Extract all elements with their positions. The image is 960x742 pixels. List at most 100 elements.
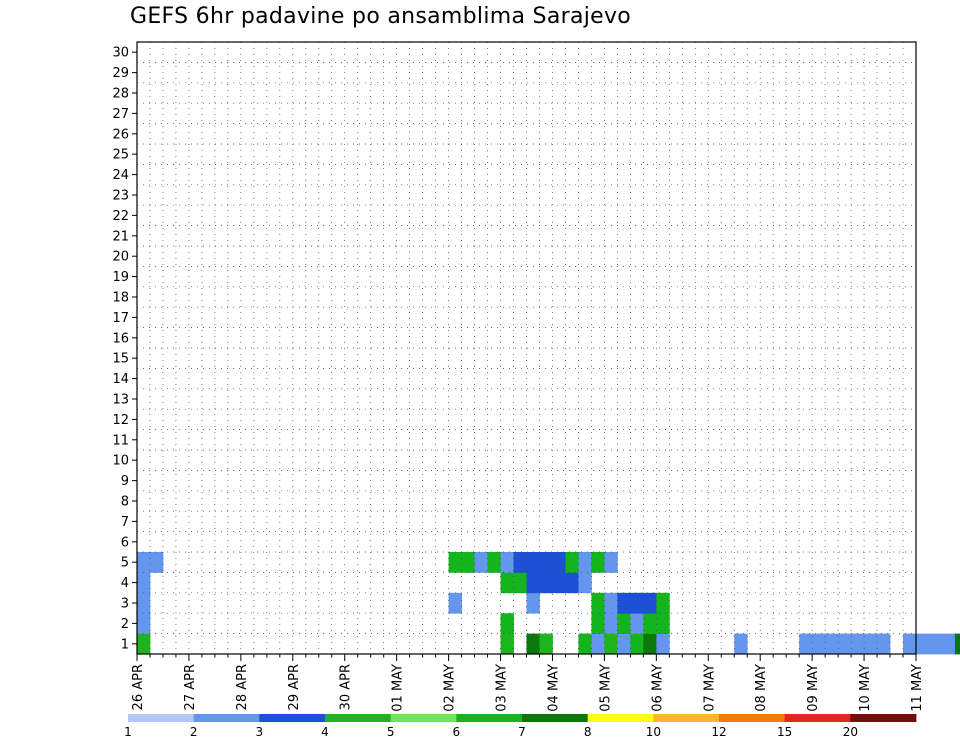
- heat-cell: [903, 633, 917, 655]
- y-tick-label: 29: [112, 66, 129, 81]
- x-tick-label: 09 MAY: [806, 664, 821, 712]
- heat-cell: [604, 592, 618, 614]
- y-tick-label: 16: [112, 331, 129, 346]
- legend-label: 4: [321, 725, 329, 739]
- heat-cell: [954, 633, 960, 655]
- heat-cell: [513, 552, 527, 573]
- y-tick-label: 23: [112, 189, 129, 204]
- heat-cell: [461, 552, 475, 573]
- legend-swatch: [587, 714, 654, 722]
- y-tick-label: 7: [121, 515, 129, 530]
- heat-cell: [617, 613, 631, 634]
- heat-cell: [526, 552, 540, 573]
- heat-cell: [656, 633, 670, 655]
- y-tick-label: 21: [112, 229, 129, 244]
- heat-cell: [604, 613, 618, 634]
- legend-label: 5: [387, 725, 395, 739]
- x-tick-label: 03 MAY: [495, 664, 510, 712]
- heat-cell: [137, 572, 151, 594]
- legend-label: 8: [584, 725, 592, 739]
- y-tick-label: 8: [121, 495, 129, 510]
- heat-cell: [851, 633, 865, 655]
- heat-cell: [591, 633, 605, 655]
- legend-swatch: [193, 714, 260, 722]
- legend-swatch: [390, 714, 457, 722]
- heat-cell: [448, 592, 462, 614]
- legend-swatch: [784, 714, 851, 722]
- heat-cell: [487, 552, 501, 573]
- heat-cell: [565, 552, 579, 573]
- x-tick-label: 06 MAY: [650, 664, 665, 712]
- heat-cell: [916, 633, 930, 655]
- heat-cell: [137, 613, 151, 634]
- x-tick-label: 04 MAY: [546, 664, 561, 712]
- y-tick-label: 18: [112, 291, 129, 306]
- heat-cell: [526, 572, 540, 594]
- y-tick-label: 2: [121, 617, 129, 632]
- heat-cell: [539, 552, 553, 573]
- heat-cell: [526, 633, 540, 655]
- heat-cell: [552, 552, 566, 573]
- y-tick-label: 14: [112, 372, 129, 387]
- y-tick-label: 30: [112, 46, 129, 61]
- heat-cell: [578, 552, 592, 573]
- legend-swatch: [719, 714, 786, 722]
- y-tick-label: 20: [112, 250, 129, 265]
- y-tick-label: 19: [112, 270, 129, 285]
- y-tick-label: 28: [112, 87, 129, 102]
- y-tick-label: 4: [121, 576, 129, 591]
- heat-cell: [604, 633, 618, 655]
- heat-cell: [643, 592, 657, 614]
- y-tick-label: 22: [112, 209, 129, 224]
- y-tick-label: 15: [112, 352, 129, 367]
- heat-cell: [539, 572, 553, 594]
- heat-cell: [500, 633, 514, 655]
- y-tick-label: 5: [121, 556, 129, 571]
- y-tick-label: 6: [121, 535, 129, 550]
- y-tick-label: 3: [121, 597, 129, 612]
- x-tick-label: 08 MAY: [754, 664, 769, 712]
- legend-label: 20: [843, 725, 858, 739]
- y-tick-label: 11: [112, 433, 129, 448]
- heat-cell: [864, 633, 878, 655]
- heat-cell: [591, 613, 605, 634]
- legend-swatch: [653, 714, 720, 722]
- x-tick-label: 05 MAY: [598, 664, 613, 712]
- x-tick-label: 07 MAY: [702, 664, 717, 712]
- heat-cell: [565, 572, 579, 594]
- y-tick-label: 13: [112, 393, 129, 408]
- legend-label: 12: [711, 725, 726, 739]
- heat-cell: [591, 552, 605, 573]
- heat-cell: [448, 552, 462, 573]
- heat-cell: [734, 633, 748, 655]
- heat-cell: [630, 592, 644, 614]
- heat-cell: [928, 633, 943, 655]
- heat-cell: [941, 633, 956, 655]
- legend-label: 15: [777, 725, 792, 739]
- heat-cell: [513, 572, 527, 594]
- heat-cell: [137, 552, 151, 573]
- legend-swatch: [522, 714, 589, 722]
- heat-cell: [500, 613, 514, 634]
- heat-cell: [617, 592, 631, 614]
- heat-cell: [838, 633, 852, 655]
- chart-title: GEFS 6hr padavine po ansamblima Sarajevo: [130, 4, 632, 29]
- heat-cell: [643, 613, 657, 634]
- heat-cell: [578, 633, 592, 655]
- legend-label: 3: [256, 725, 264, 739]
- x-tick-label: 11 MAY: [910, 664, 925, 712]
- legend-swatch: [259, 714, 326, 722]
- y-tick-label: 9: [121, 474, 129, 489]
- heat-cell: [149, 552, 164, 573]
- x-tick-label: 28 APR: [235, 664, 250, 710]
- heat-cell: [500, 552, 514, 573]
- heat-cell: [799, 633, 813, 655]
- legend-label: 6: [453, 725, 461, 739]
- y-tick-label: 12: [112, 413, 129, 428]
- heat-cell: [604, 552, 618, 573]
- x-tick-label: 10 MAY: [858, 664, 873, 712]
- y-tick-label: 24: [112, 168, 129, 183]
- legend-label: 10: [646, 725, 661, 739]
- legend-label: 2: [190, 725, 198, 739]
